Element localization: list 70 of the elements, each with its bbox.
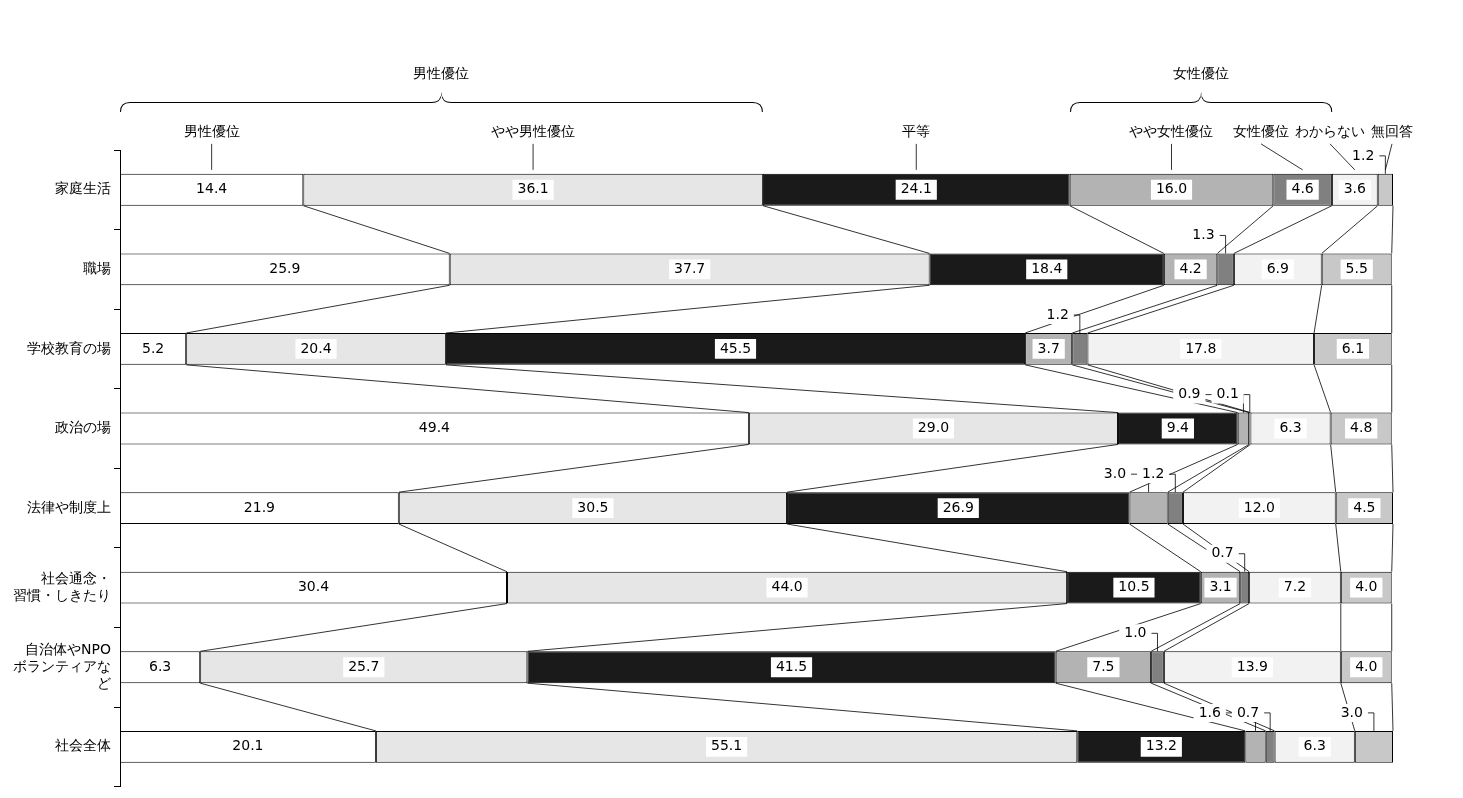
data-label: 14.4 (196, 180, 228, 197)
data-label: 4.6 (1291, 180, 1314, 197)
text: 男性優位 (183, 122, 240, 139)
data-label: 41.5 (775, 657, 808, 674)
data-label: 5.2 (141, 339, 165, 356)
data-label: 6.3 (1279, 419, 1302, 436)
data-label: 26.9 (942, 498, 974, 515)
data-label: 30.4 (297, 578, 330, 595)
data-label: 3.0 (1103, 464, 1127, 481)
data-label: 6.3 (1303, 737, 1326, 754)
data-label: 21.9 (243, 498, 275, 515)
y-tick-label: 学校教育の場 (27, 339, 111, 356)
text: やや女性優位 (1129, 122, 1214, 139)
data-label: 0.1 (1216, 385, 1239, 402)
y-tick-label: 法律や制度上 (27, 498, 111, 515)
data-label: 1.2 (1046, 305, 1069, 322)
text: 女性優位 (1172, 64, 1229, 81)
y-tick-label: 職場 (83, 260, 111, 276)
y-tick-label: 社会全体 (55, 737, 111, 754)
data-label: 25.7 (348, 657, 380, 674)
data-label: 7.5 (1092, 657, 1115, 674)
data-label: 13.2 (1145, 737, 1177, 754)
data-label: 4.2 (1179, 260, 1202, 276)
data-label: 3.6 (1343, 180, 1367, 197)
data-label: 6.9 (1266, 260, 1289, 276)
data-label: 4.0 (1355, 578, 1378, 595)
text: やや男性優位 (491, 122, 576, 139)
data-label: 3.7 (1037, 339, 1060, 356)
data-label: 18.4 (1031, 260, 1063, 276)
data-label: 1.0 (1124, 623, 1147, 640)
data-label: 9.4 (1166, 419, 1190, 436)
text: 無回答 (1371, 122, 1413, 139)
data-label: 17.8 (1185, 339, 1217, 356)
data-label: 16.0 (1155, 180, 1188, 197)
data-label: 10.5 (1118, 578, 1150, 595)
data-label: 37.7 (674, 260, 706, 276)
y-tick-label: 社会通念・習慣・しきたり (13, 569, 111, 603)
data-label: 1.3 (1192, 226, 1215, 243)
data-label: 3.0 (1340, 703, 1363, 720)
data-label: 6.3 (148, 657, 172, 674)
data-label: 6.1 (1341, 339, 1365, 356)
data-label: 29.0 (917, 419, 950, 436)
text: わからない (1295, 122, 1365, 139)
data-label: 13.9 (1236, 657, 1268, 674)
text: 男性優位 (413, 64, 470, 81)
text: 女性優位 (1233, 122, 1289, 139)
data-label: 45.5 (719, 339, 752, 356)
data-label: 4.5 (1353, 498, 1376, 515)
text: 平等 (902, 122, 931, 139)
data-label: 0.9 (1178, 385, 1201, 402)
data-label: 36.1 (517, 180, 549, 197)
data-label: 44.0 (771, 578, 803, 595)
y-tick-label: 政治の場 (55, 419, 111, 436)
data-label: 4.0 (1355, 657, 1378, 674)
data-label: 55.1 (711, 737, 743, 754)
data-label: 4.8 (1350, 419, 1373, 436)
data-label: 20.4 (300, 339, 332, 356)
y-tick-label: 家庭生活 (55, 180, 111, 197)
data-label: 25.9 (269, 260, 301, 276)
data-label: 49.4 (418, 419, 451, 436)
data-label: 7.2 (1283, 578, 1307, 595)
data-label: 1.2 (1352, 146, 1375, 163)
data-label: 1.2 (1142, 464, 1165, 481)
data-label: 12.0 (1243, 498, 1275, 515)
y-tick-label: 自治体やNPOボランティアなど (13, 641, 111, 691)
data-label: 30.5 (577, 498, 609, 515)
data-label: 3.1 (1209, 578, 1232, 595)
data-label: 5.5 (1345, 260, 1368, 276)
data-label: 20.1 (232, 737, 264, 754)
data-label: 24.1 (900, 180, 932, 197)
